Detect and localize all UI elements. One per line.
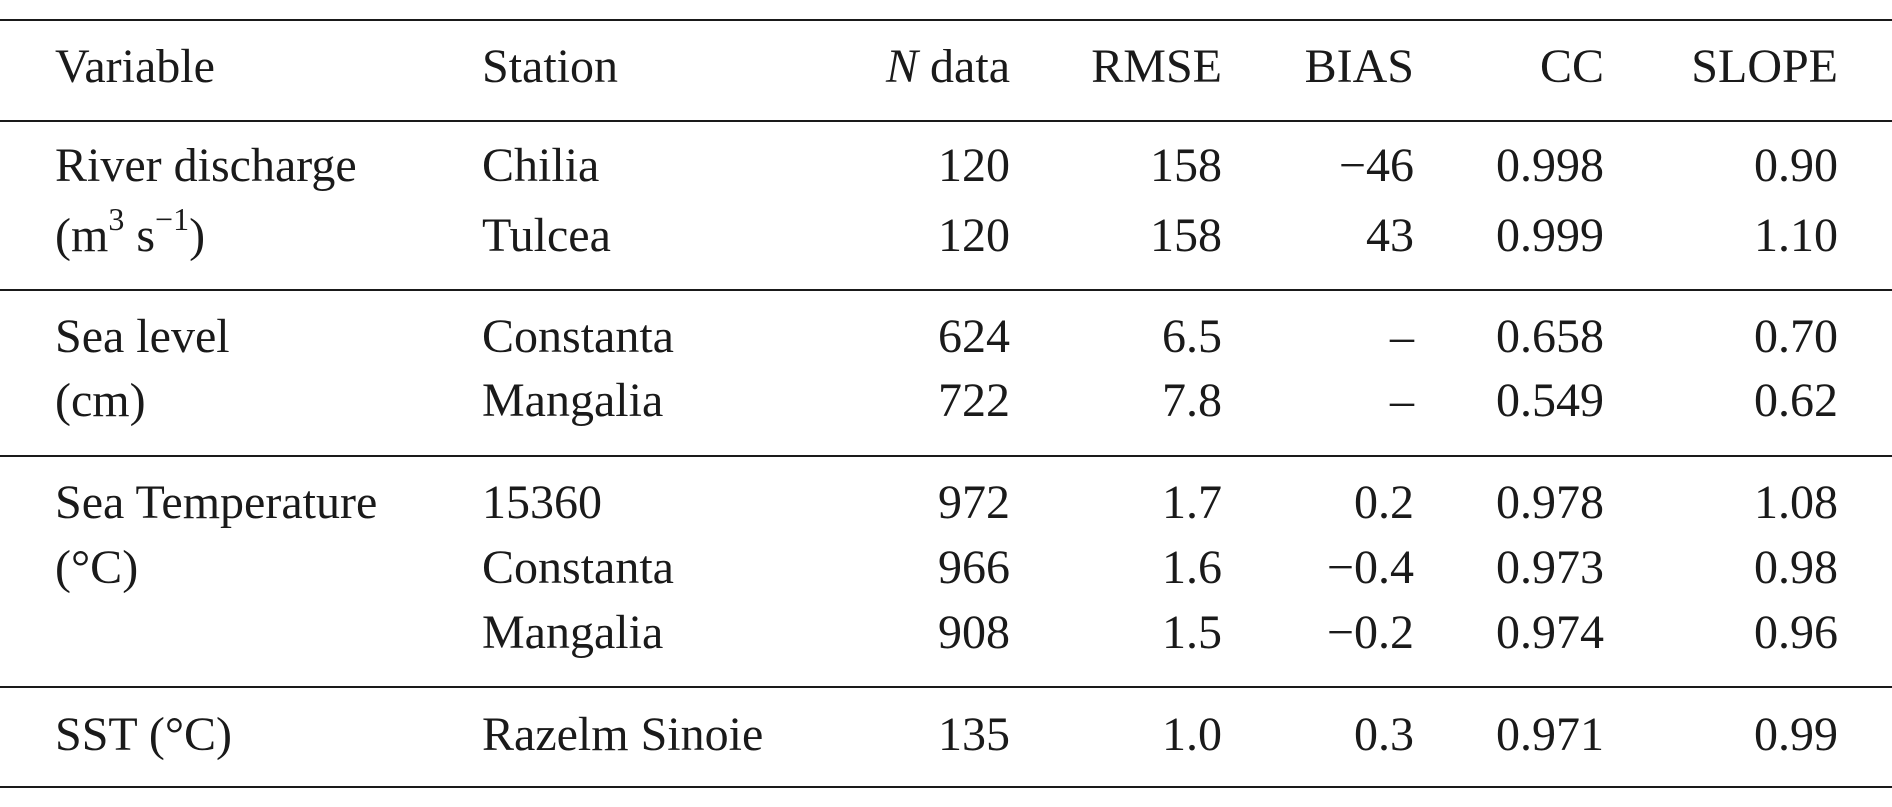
row-cc: 0.973 bbox=[1496, 541, 1604, 594]
bottom-rule bbox=[0, 786, 1892, 788]
row-n-data: 972 bbox=[938, 476, 1010, 529]
unit-post: ) bbox=[189, 209, 206, 262]
row-bias: −0.2 bbox=[1326, 606, 1414, 659]
row-station: Chilia bbox=[482, 139, 600, 192]
row-slope: 0.96 bbox=[1754, 606, 1838, 659]
row-n-data: 120 bbox=[938, 209, 1010, 262]
row-bias: −46 bbox=[1338, 139, 1414, 192]
header-variable: Variable bbox=[55, 40, 215, 93]
header-rule bbox=[0, 120, 1892, 122]
row-rmse: 7.8 bbox=[1162, 374, 1222, 427]
row-rmse: 158 bbox=[1150, 209, 1222, 262]
row-station: 15360 bbox=[482, 476, 602, 529]
row-station: Constanta bbox=[482, 541, 674, 594]
top-rule bbox=[0, 19, 1892, 21]
group-rule-2 bbox=[0, 455, 1892, 457]
row-bias: 0.2 bbox=[1354, 476, 1414, 529]
row-bias: −0.4 bbox=[1326, 541, 1414, 594]
group-rule-3 bbox=[0, 686, 1892, 688]
row-rmse: 1.6 bbox=[1162, 541, 1222, 594]
row-cc: 0.998 bbox=[1496, 139, 1604, 192]
row-n-data: 624 bbox=[938, 310, 1010, 363]
row-slope: 0.70 bbox=[1754, 310, 1838, 363]
group-variable-sea-level-unit: (cm) bbox=[55, 374, 146, 427]
row-bias: – bbox=[1390, 310, 1414, 363]
row-n-data: 135 bbox=[938, 708, 1010, 761]
group-variable-sea-temperature-unit: (°C) bbox=[55, 541, 139, 594]
unit-sup-1: 3 bbox=[108, 201, 125, 237]
row-bias: – bbox=[1390, 374, 1414, 427]
row-cc: 0.971 bbox=[1496, 708, 1604, 761]
group-variable-river-discharge: River discharge bbox=[55, 139, 357, 192]
header-cc: CC bbox=[1539, 40, 1604, 93]
header-n-data: N data bbox=[820, 37, 1010, 97]
group-rule-1 bbox=[0, 289, 1892, 291]
row-slope: 0.62 bbox=[1754, 374, 1838, 427]
row-rmse: 158 bbox=[1150, 139, 1222, 192]
group-variable-river-discharge-unit: (m3 s−1) bbox=[55, 203, 206, 266]
row-station: Mangalia bbox=[482, 374, 664, 427]
header-n-italic: N bbox=[886, 40, 919, 93]
unit-pre: (m bbox=[55, 209, 109, 262]
row-rmse: 1.5 bbox=[1162, 606, 1222, 659]
row-bias: 0.3 bbox=[1354, 708, 1414, 761]
row-rmse: 1.7 bbox=[1162, 476, 1222, 529]
row-cc: 0.999 bbox=[1496, 209, 1604, 262]
row-cc: 0.974 bbox=[1496, 606, 1604, 659]
row-cc: 0.978 bbox=[1496, 476, 1604, 529]
row-cc: 0.549 bbox=[1496, 374, 1604, 427]
row-n-data: 120 bbox=[938, 139, 1010, 192]
row-station: Tulcea bbox=[482, 209, 611, 262]
row-n-data: 966 bbox=[938, 541, 1010, 594]
row-bias: 43 bbox=[1366, 209, 1414, 262]
row-slope: 1.08 bbox=[1754, 476, 1838, 529]
header-n-rest: data bbox=[918, 40, 1010, 93]
row-cc: 0.658 bbox=[1496, 310, 1604, 363]
row-station: Constanta bbox=[482, 310, 674, 363]
group-variable-sst: SST (°C) bbox=[55, 708, 233, 761]
row-slope: 0.98 bbox=[1754, 541, 1838, 594]
unit-mid: s bbox=[124, 209, 156, 262]
group-variable-sea-level: Sea level bbox=[55, 310, 230, 363]
row-n-data: 908 bbox=[938, 606, 1010, 659]
row-rmse: 6.5 bbox=[1162, 310, 1222, 363]
group-variable-sea-temperature: Sea Temperature bbox=[55, 476, 378, 529]
row-station: Mangalia bbox=[482, 606, 664, 659]
row-rmse: 1.0 bbox=[1162, 708, 1222, 761]
row-station: Razelm Sinoie bbox=[482, 708, 764, 761]
row-slope: 1.10 bbox=[1754, 209, 1838, 262]
header-slope: SLOPE bbox=[1691, 40, 1838, 93]
header-rmse: RMSE bbox=[1091, 40, 1222, 93]
row-slope: 0.99 bbox=[1754, 708, 1838, 761]
header-bias: BIAS bbox=[1304, 40, 1414, 93]
unit-sup-2: −1 bbox=[155, 201, 190, 237]
row-slope: 0.90 bbox=[1754, 139, 1838, 192]
header-station: Station bbox=[482, 40, 619, 93]
row-n-data: 722 bbox=[938, 374, 1010, 427]
